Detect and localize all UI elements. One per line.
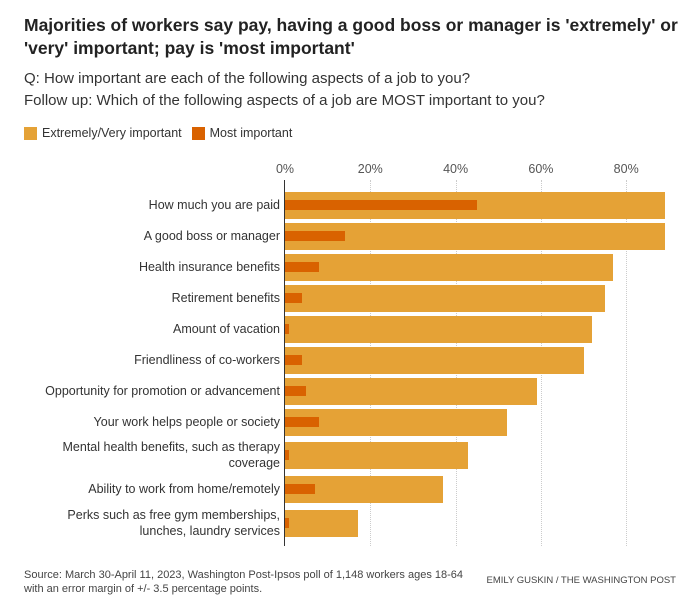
- bar-most-important: [285, 450, 290, 460]
- source-note: Source: March 30-April 11, 2023, Washing…: [24, 569, 464, 595]
- bar-extremely-very: [285, 253, 614, 281]
- category-label: How much you are paid: [148, 198, 280, 212]
- bar-extremely-very: [285, 315, 593, 343]
- x-tick-label: 0%: [275, 162, 295, 176]
- bar-extremely-very: [285, 408, 507, 436]
- legend-swatch: [191, 126, 205, 140]
- followup-line: Follow up: Which of the following aspect…: [24, 92, 545, 109]
- legend-label: Extremely/Very important: [42, 126, 182, 140]
- bar-most-important: [285, 200, 477, 210]
- bar-most-important: [285, 324, 290, 334]
- bar-most-important: [285, 484, 315, 494]
- chart-title: Majorities of workers say pay, having a …: [24, 15, 678, 58]
- y-axis-line: [284, 180, 285, 546]
- question-line: Q: How important are each of the followi…: [24, 70, 471, 87]
- credit: EMILY GUSKIN / THE WASHINGTON POST: [486, 575, 676, 586]
- category-label: Perks such as free gym memberships, lunc…: [67, 508, 280, 538]
- bar-most-important: [285, 262, 320, 272]
- chart-subtitle: Q: How important are each of the followi…: [24, 68, 545, 112]
- bar-extremely-very: [285, 509, 358, 537]
- x-tick-label: 40%: [443, 162, 469, 176]
- bar-most-important: [285, 386, 307, 396]
- bar-most-important: [285, 518, 290, 528]
- legend-item-extremely-very: Extremely/Very important: [24, 126, 182, 140]
- legend-label: Most important: [209, 126, 293, 140]
- bar-extremely-very: [285, 222, 665, 250]
- bar-extremely-very: [285, 441, 469, 469]
- x-tick-label: 20%: [357, 162, 383, 176]
- bar-most-important: [285, 417, 320, 427]
- category-label: Friendliness of co-workers: [134, 353, 280, 367]
- category-label: Ability to work from home/remotely: [88, 482, 280, 496]
- bar-most-important: [285, 355, 303, 365]
- legend: Extremely/Very important Most important: [24, 126, 292, 140]
- legend-swatch: [24, 126, 37, 140]
- bar-extremely-very: [285, 346, 584, 374]
- category-label: Mental health benefits, such as therapy …: [62, 440, 281, 470]
- bar-extremely-very: [285, 377, 537, 405]
- gridline: [626, 180, 628, 546]
- x-tick-label: 80%: [613, 162, 639, 176]
- category-label: A good boss or manager: [143, 229, 280, 243]
- category-label: Health insurance benefits: [138, 260, 280, 274]
- category-label: Your work helps people or society: [93, 415, 280, 429]
- x-tick-label: 60%: [528, 162, 554, 176]
- category-label: Retirement benefits: [171, 291, 280, 305]
- bar-most-important: [285, 231, 345, 241]
- bar-extremely-very: [285, 284, 605, 312]
- legend-item-most-important: Most important: [191, 126, 293, 140]
- category-label: Amount of vacation: [172, 322, 280, 336]
- bar-most-important: [285, 293, 303, 303]
- category-label: Opportunity for promotion or advancement: [45, 384, 280, 398]
